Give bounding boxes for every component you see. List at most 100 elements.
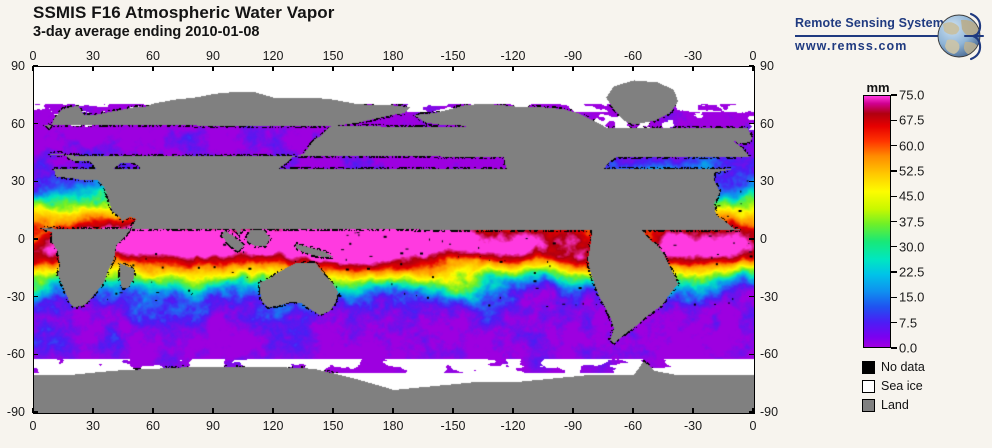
y-axis-label-right: -90 — [760, 405, 779, 419]
colorbar-tick — [891, 220, 897, 223]
colorbar-tick-label: 37.5 — [899, 214, 925, 229]
x-axis-tick — [752, 408, 754, 413]
x-axis-tick — [572, 66, 574, 71]
y-axis-label-left: 0 — [18, 232, 25, 246]
colorbar-unit-label: mm — [866, 80, 890, 95]
y-axis-label-left: -90 — [6, 405, 25, 419]
y-axis-label-right: 90 — [760, 59, 774, 73]
y-axis-tick — [33, 180, 38, 183]
y-axis-tick — [749, 122, 754, 125]
y-axis-tick — [749, 411, 754, 413]
y-axis-label-right: -60 — [760, 347, 779, 362]
x-axis-tick — [332, 408, 334, 413]
x-axis-tick — [392, 408, 394, 413]
y-axis-tick — [33, 353, 38, 356]
y-axis-label-left: 60 — [11, 116, 25, 131]
colorbar-tick-label: 22.5 — [899, 264, 925, 280]
x-axis-tick — [272, 66, 274, 71]
y-axis-tick — [749, 353, 754, 356]
x-axis-label: 150 — [322, 419, 344, 433]
colorbar-tick — [891, 296, 897, 299]
x-axis-tick — [332, 66, 334, 71]
x-axis-tick — [752, 66, 754, 71]
y-axis-tick — [33, 411, 38, 413]
remss-logo[interactable]: Remote Sensing Systems www.remss.com — [795, 10, 985, 62]
y-axis-label-right: -30 — [760, 289, 779, 304]
x-axis-label: -120 — [500, 49, 526, 63]
x-axis-label: -90 — [563, 419, 583, 433]
x-axis-tick — [692, 66, 694, 71]
x-axis-label: 150 — [322, 49, 344, 63]
x-axis-label: 120 — [262, 49, 284, 63]
water-vapor-heatmap — [34, 67, 754, 413]
x-axis-tick — [92, 66, 94, 71]
colorbar-tick-label: 0.0 — [899, 340, 918, 356]
colorbar-tick — [891, 195, 897, 197]
colorbar-tick — [891, 119, 897, 121]
y-axis-tick — [749, 65, 754, 67]
colorbar-tick — [891, 170, 897, 172]
x-axis-tick — [152, 66, 154, 71]
y-axis-label-left: 90 — [11, 59, 25, 73]
y-axis-tick — [749, 238, 754, 240]
legend-swatch — [862, 398, 875, 412]
colorbar-tick-label: 75.0 — [899, 87, 925, 103]
colorbar-tick-label: 7.5 — [899, 315, 918, 331]
x-axis-label: -150 — [440, 419, 466, 433]
x-axis-tick — [392, 66, 394, 71]
x-axis-label: -90 — [563, 49, 583, 63]
y-axis-label-right: 60 — [760, 116, 774, 131]
colorbar-tick — [891, 144, 897, 147]
x-axis-label: 30 — [86, 49, 100, 63]
x-axis-label: 120 — [262, 419, 284, 433]
x-axis-label: -60 — [623, 419, 643, 433]
legend-item: Sea ice — [862, 377, 925, 395]
colorbar-tick — [891, 322, 897, 324]
x-axis-label: -120 — [500, 419, 526, 433]
x-axis-tick — [452, 408, 454, 413]
x-axis-tick — [212, 66, 214, 71]
legend-item: No data — [862, 358, 925, 376]
x-axis-label: -60 — [623, 49, 643, 63]
y-axis-label-right: 0 — [760, 232, 767, 246]
world-map-plot[interactable] — [33, 66, 755, 414]
colorbar-tick-label: 15.0 — [899, 289, 925, 305]
x-axis-tick — [452, 66, 454, 71]
y-axis-label-left: 30 — [11, 174, 25, 189]
legend-swatch — [862, 360, 875, 374]
colorbar-tick-label: 60.0 — [899, 138, 925, 154]
x-axis-label: 0 — [749, 419, 757, 433]
y-axis-tick — [33, 295, 38, 298]
y-axis-tick — [749, 295, 754, 298]
colorbar-tick — [891, 271, 897, 273]
x-axis-label: 90 — [206, 49, 220, 63]
colorbar-tick-label: 30.0 — [899, 239, 925, 255]
x-axis-label: 0 — [29, 49, 37, 63]
x-axis-label: 30 — [86, 419, 100, 433]
logo-website-text: www.remss.com — [795, 39, 908, 53]
colorbar-tick-label: 45.0 — [899, 188, 925, 204]
legend-item: Land — [862, 396, 925, 414]
x-axis-label: 90 — [206, 419, 220, 433]
colorbar-tick — [891, 94, 897, 96]
x-axis-label: -30 — [683, 49, 703, 63]
logo-divider — [795, 35, 947, 37]
x-axis-tick — [512, 66, 514, 71]
x-axis-label: 60 — [146, 419, 160, 433]
x-axis-tick — [32, 408, 34, 413]
legend-label: No data — [881, 360, 925, 374]
legend-label: Land — [881, 398, 909, 412]
x-axis-tick — [512, 408, 514, 413]
x-axis-label: -30 — [683, 419, 703, 433]
page-title: SSMIS F16 Atmospheric Water Vapor — [33, 3, 335, 22]
y-axis-tick — [749, 180, 754, 183]
colorbar-tick-label: 52.5 — [899, 163, 925, 179]
y-axis-label-left: -30 — [6, 289, 25, 304]
x-axis-tick — [632, 408, 634, 413]
map-legend: No data Sea ice Land — [862, 358, 925, 415]
x-axis-label: 0 — [29, 419, 37, 433]
globe-icon — [937, 12, 985, 61]
x-axis-tick — [572, 408, 574, 413]
y-axis-tick — [33, 65, 38, 67]
colorbar-tick-label: 67.5 — [899, 112, 925, 128]
